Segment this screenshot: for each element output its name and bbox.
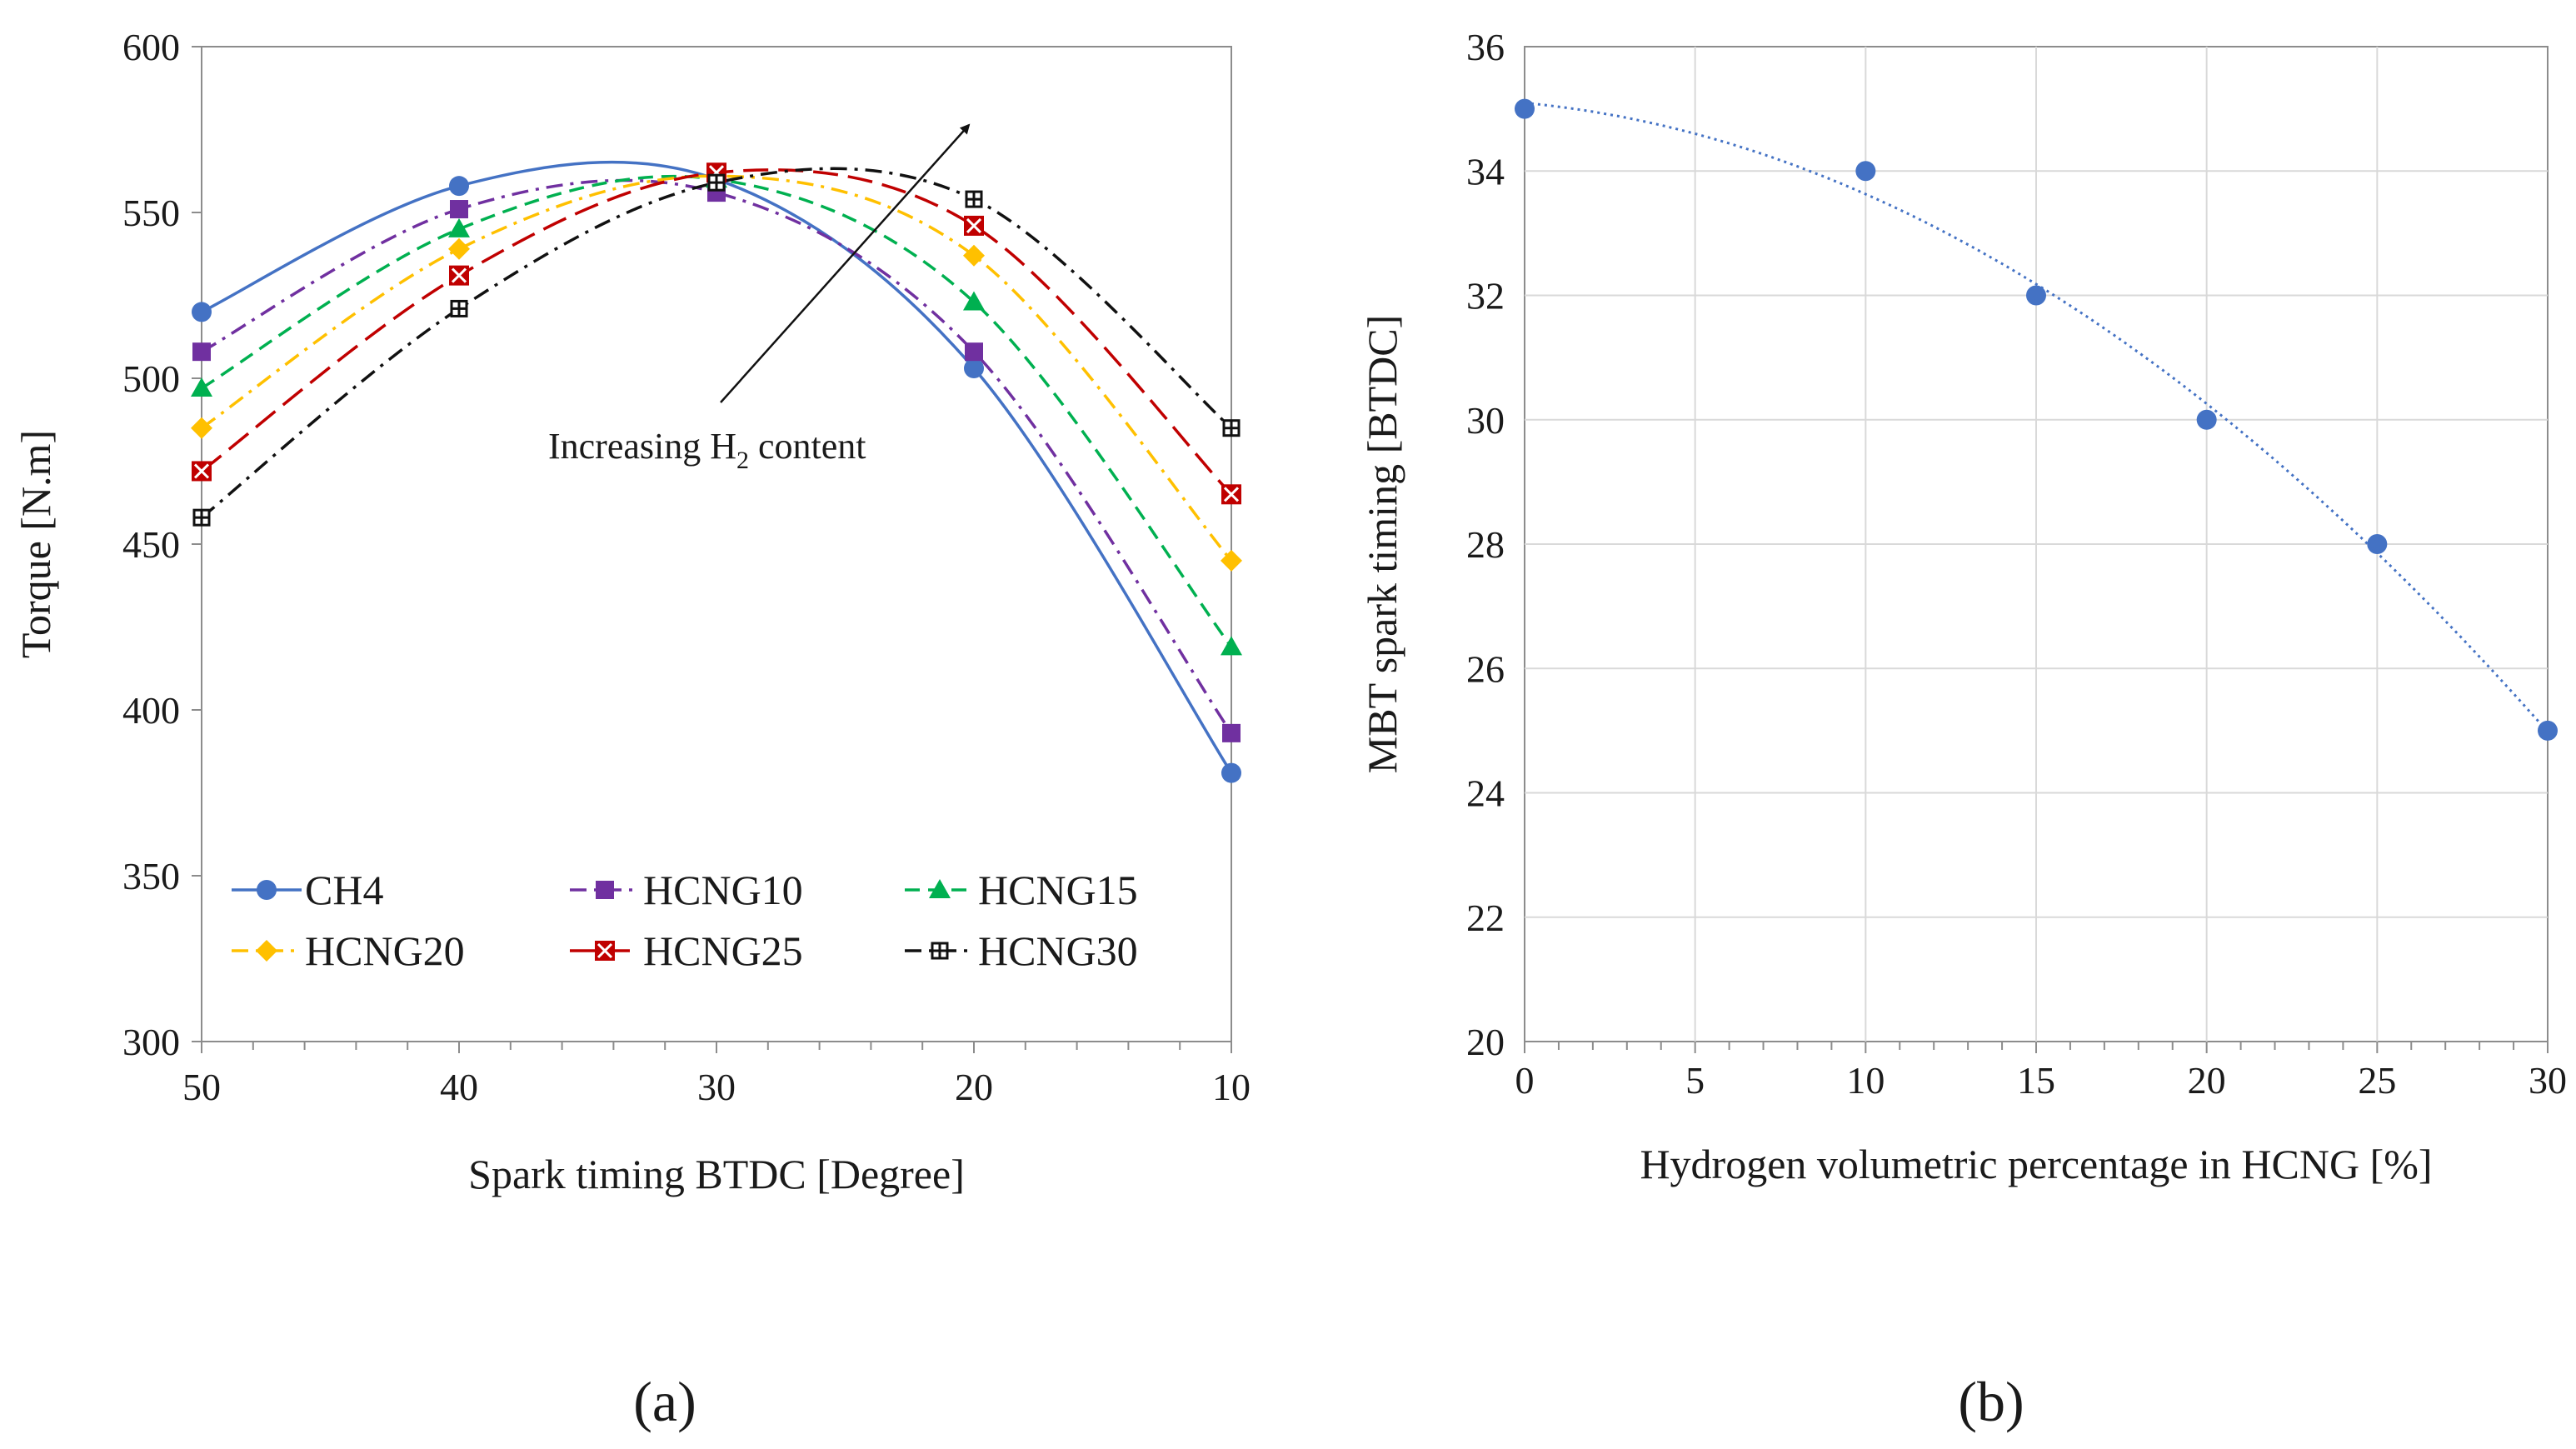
legend-item-hcng20: HCNG20 xyxy=(232,927,465,974)
data-point-hcng10 xyxy=(1222,723,1241,742)
chart-a-y-tick-label: 300 xyxy=(122,1021,180,1063)
data-point-hcng25 xyxy=(449,265,469,286)
series-line-hcng20 xyxy=(201,174,1233,562)
data-point-hcng25 xyxy=(964,215,984,236)
chart-b-x-tick-label: 25 xyxy=(2358,1059,2396,1102)
data-point-hcng30 xyxy=(1222,419,1241,437)
data-point-hcng30 xyxy=(192,508,211,527)
data-point-hcng20 xyxy=(191,417,212,439)
chart-a-panel-label: (a) xyxy=(633,1370,696,1433)
chart-a-y-axis-label: Torque [N.m] xyxy=(12,430,59,658)
legend-item-ch4: CH4 xyxy=(232,867,383,913)
data-point-hcng30 xyxy=(450,299,468,317)
chart-b-data-point xyxy=(2196,409,2217,430)
legend-label: HCNG15 xyxy=(978,867,1138,913)
data-point-hcng15 xyxy=(963,291,985,311)
data-point-hcng10 xyxy=(192,342,211,362)
data-point-hcng25 xyxy=(192,461,212,482)
series-line-hcng10 xyxy=(201,178,1233,734)
chart-a-y-tick-label: 550 xyxy=(122,192,180,234)
chart-a-x-axis-label: Spark timing BTDC [Degree] xyxy=(468,1151,965,1197)
chart-a-x-tick-label: 50 xyxy=(182,1066,221,1108)
chart-b-x-tick-label: 5 xyxy=(1685,1059,1705,1102)
chart-b-y-tick-label: 34 xyxy=(1466,150,1505,192)
legend-item-hcng15: HCNG15 xyxy=(905,867,1138,913)
data-point-hcng20 xyxy=(963,244,985,267)
chart-b: 20 22 24 26 28 30 32 34 36 0 5 10 15 20 25 30 Hydrogen … xyxy=(1359,26,2567,1433)
chart-a: 300 350 400 450 500 550 600 50 40 30 20 10 Increasi… xyxy=(12,26,1251,1433)
annotation-subscript: 2 xyxy=(736,447,749,474)
chart-b-x-tick-label: 15 xyxy=(2017,1059,2055,1102)
legend-marker xyxy=(257,880,277,900)
chart-a-y-tick-label: 400 xyxy=(122,689,180,732)
chart-b-data-point xyxy=(2026,285,2046,306)
data-point-hcng15 xyxy=(1221,636,1242,656)
legend-marker xyxy=(595,941,615,961)
legend-marker xyxy=(931,942,949,960)
annotation-arrow xyxy=(720,123,971,403)
legend-marker xyxy=(596,881,614,899)
data-point-ch4 xyxy=(192,302,212,322)
chart-b-y-tick-label: 24 xyxy=(1466,772,1505,815)
legend-label: HCNG10 xyxy=(643,867,803,913)
data-point-hcng10 xyxy=(450,200,468,219)
chart-a-y-tick-label: 350 xyxy=(122,855,180,897)
chart-b-x-tick-label: 0 xyxy=(1515,1059,1535,1102)
chart-b-y-tick-label: 28 xyxy=(1466,523,1505,566)
legend-marker xyxy=(256,940,277,962)
data-point-hcng30 xyxy=(965,190,983,208)
data-point-hcng15 xyxy=(191,377,212,397)
series-line-ch4 xyxy=(201,160,1233,774)
legend-label: HCNG25 xyxy=(643,927,803,974)
chart-b-panel-label: (b) xyxy=(1958,1370,2024,1433)
chart-b-data-point xyxy=(2538,720,2558,741)
annotation-text-tail: content xyxy=(749,426,866,467)
data-point-hcng10 xyxy=(965,342,983,362)
chart-a-x-tick-label: 20 xyxy=(955,1066,993,1108)
data-point-hcng15 xyxy=(448,217,470,237)
data-point-hcng25 xyxy=(1221,484,1241,505)
chart-b-data-point xyxy=(2367,534,2388,554)
legend-label: HCNG30 xyxy=(978,927,1138,974)
legend-marker xyxy=(929,879,951,898)
chart-a-y-tick-label: 450 xyxy=(122,523,180,566)
chart-b-y-tick-label: 20 xyxy=(1466,1021,1505,1063)
chart-a-x-tick-label: 10 xyxy=(1212,1066,1251,1108)
chart-b-y-axis-label: MBT spark timing [BTDC] xyxy=(1359,315,1405,773)
data-point-hcng20 xyxy=(1221,549,1242,572)
legend-item-hcng30: HCNG30 xyxy=(905,927,1138,974)
series-line-hcng15 xyxy=(201,174,1233,648)
chart-b-x-tick-label: 30 xyxy=(2529,1059,2567,1102)
chart-a-x-tick-label: 30 xyxy=(697,1066,736,1108)
annotation-text: Increasing H2 content xyxy=(548,426,866,474)
chart-a-y-tick-label: 600 xyxy=(122,26,180,68)
chart-a-legend: CH4 HCNG10 HCNG15 HCNG20 HCNG25 HCNG30 xyxy=(232,867,1138,974)
chart-b-y-tick-label: 32 xyxy=(1466,275,1505,317)
chart-a-x-tick-label: 40 xyxy=(440,1066,478,1108)
data-point-hcng30 xyxy=(707,173,726,192)
chart-b-y-tick-label: 26 xyxy=(1466,647,1505,690)
data-point-hcng20 xyxy=(448,237,470,260)
annotation-text-main: Increasing H xyxy=(548,426,736,467)
chart-b-x-axis-label: Hydrogen volumetric percentage in HCNG [… xyxy=(1640,1141,2432,1187)
chart-b-data-point xyxy=(1515,98,1535,119)
legend-label: CH4 xyxy=(305,867,383,913)
data-point-ch4 xyxy=(1221,762,1241,783)
data-point-ch4 xyxy=(964,358,984,379)
legend-label: HCNG20 xyxy=(305,927,465,974)
chart-b-x-tick-label: 10 xyxy=(1846,1059,1885,1102)
chart-b-x-tick-label: 20 xyxy=(2188,1059,2226,1102)
legend-item-hcng25: HCNG25 xyxy=(570,927,803,974)
chart-b-y-tick-label: 22 xyxy=(1466,897,1505,939)
chart-a-y-tick-label: 500 xyxy=(122,357,180,400)
data-point-ch4 xyxy=(449,176,469,197)
chart-b-data-point xyxy=(1855,161,1876,182)
chart-b-y-tick-label: 30 xyxy=(1466,399,1505,442)
chart-b-y-tick-label: 36 xyxy=(1466,26,1505,68)
chart-b-trendline xyxy=(1524,102,2549,733)
legend-item-hcng10: HCNG10 xyxy=(570,867,803,913)
